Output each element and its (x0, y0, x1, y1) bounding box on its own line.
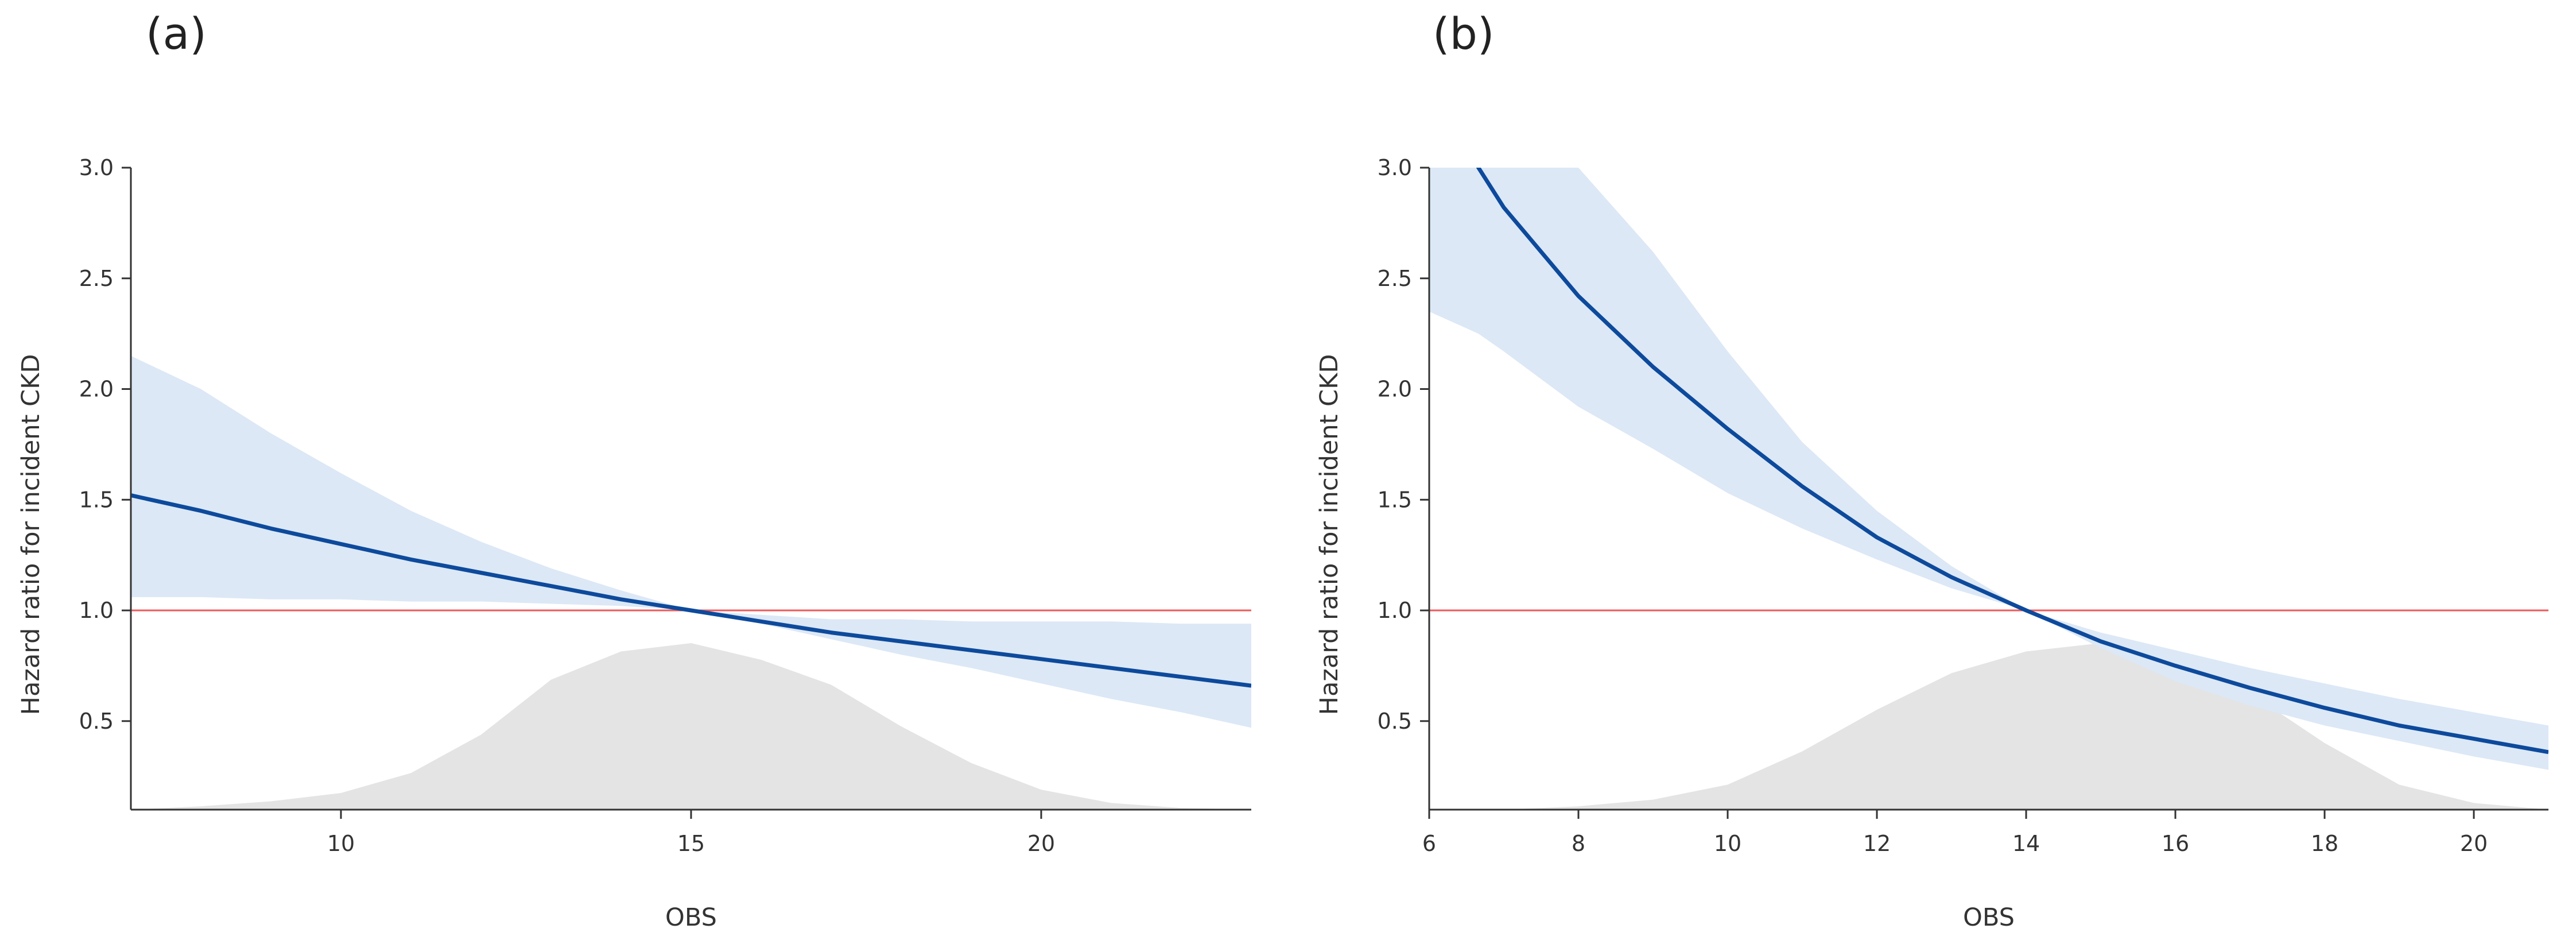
confidence-band (131, 355, 1251, 728)
hazard-ratio-line (131, 493, 1251, 688)
y-tick-label: 1.0 (79, 598, 114, 623)
y-tick-label: 1.0 (1378, 598, 1412, 623)
x-tick-label: 20 (2460, 831, 2488, 856)
x-tick-label: 8 (1572, 831, 1585, 856)
y-tick-label: 1.5 (79, 487, 114, 512)
x-axis-title: OBS (1963, 903, 2015, 932)
chart-panel-a: 0.5 1.0 1.5 2.0 2.5 3.0 10 15 20 OBS Hazard ratio … (17, 155, 1251, 932)
x-tick-label: 12 (1863, 831, 1891, 856)
x-tick-label: 10 (1714, 831, 1741, 856)
x-tick-label: 6 (1422, 831, 1436, 856)
y-tick-label: 1.5 (1378, 487, 1412, 512)
density-area (1429, 643, 2548, 810)
y-tick-label: 0.5 (79, 709, 114, 734)
y-tick-label: 3.0 (79, 155, 114, 180)
plot-area (1429, 168, 2548, 810)
x-tick-label: 14 (2012, 831, 2040, 856)
x-tick-label: 15 (677, 831, 705, 856)
confidence-band (1429, 168, 2548, 770)
density-area (131, 643, 1251, 810)
x-axis-title: OBS (665, 903, 717, 932)
x-tick-label: 10 (327, 831, 355, 856)
y-tick-label: 2.0 (1378, 377, 1412, 402)
y-axis-title: Hazard ratio for incident CKD (1315, 354, 1344, 715)
y-tick-label: 2.5 (79, 266, 114, 291)
panel-b-label: (b) (1433, 8, 1495, 59)
y-axis-title: Hazard ratio for incident CKD (17, 354, 45, 715)
x-tick-label: 16 (2162, 831, 2189, 856)
hazard-ratio-line (1476, 168, 2548, 755)
plot-area (131, 355, 1251, 810)
y-tick-label: 0.5 (1378, 709, 1412, 734)
y-tick-label: 3.0 (1378, 155, 1412, 180)
chart-panel-b: 0.5 1.0 1.5 2.0 2.5 3.0 6 8 10 12 14 16 18 20 OBS Hazar… (1315, 155, 2548, 932)
y-tick-label: 2.5 (1378, 266, 1412, 291)
x-tick-label: 18 (2311, 831, 2338, 856)
y-tick-label: 2.0 (79, 377, 114, 402)
panel-a-label: (a) (146, 8, 207, 59)
x-tick-label: 20 (1027, 831, 1055, 856)
